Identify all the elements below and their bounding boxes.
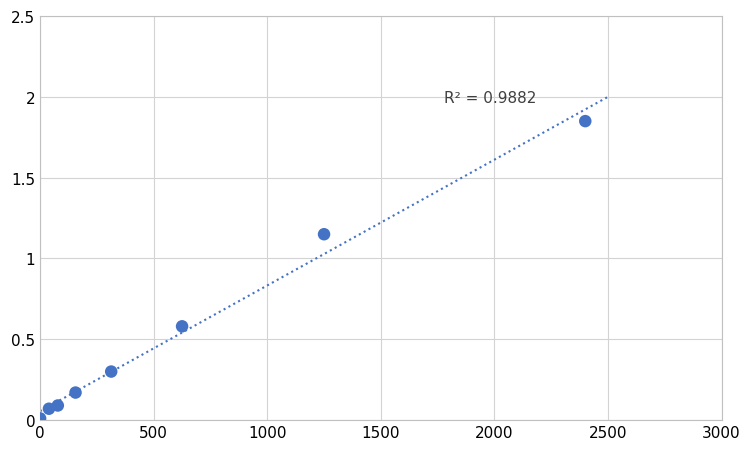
Text: R² = 0.9882: R² = 0.9882 <box>444 91 537 106</box>
Point <box>43 405 55 412</box>
Point <box>52 402 64 409</box>
Point <box>176 323 188 330</box>
Point <box>34 415 46 422</box>
Point <box>318 231 330 238</box>
Point <box>69 389 81 396</box>
Point <box>579 118 591 125</box>
Point <box>105 368 117 375</box>
